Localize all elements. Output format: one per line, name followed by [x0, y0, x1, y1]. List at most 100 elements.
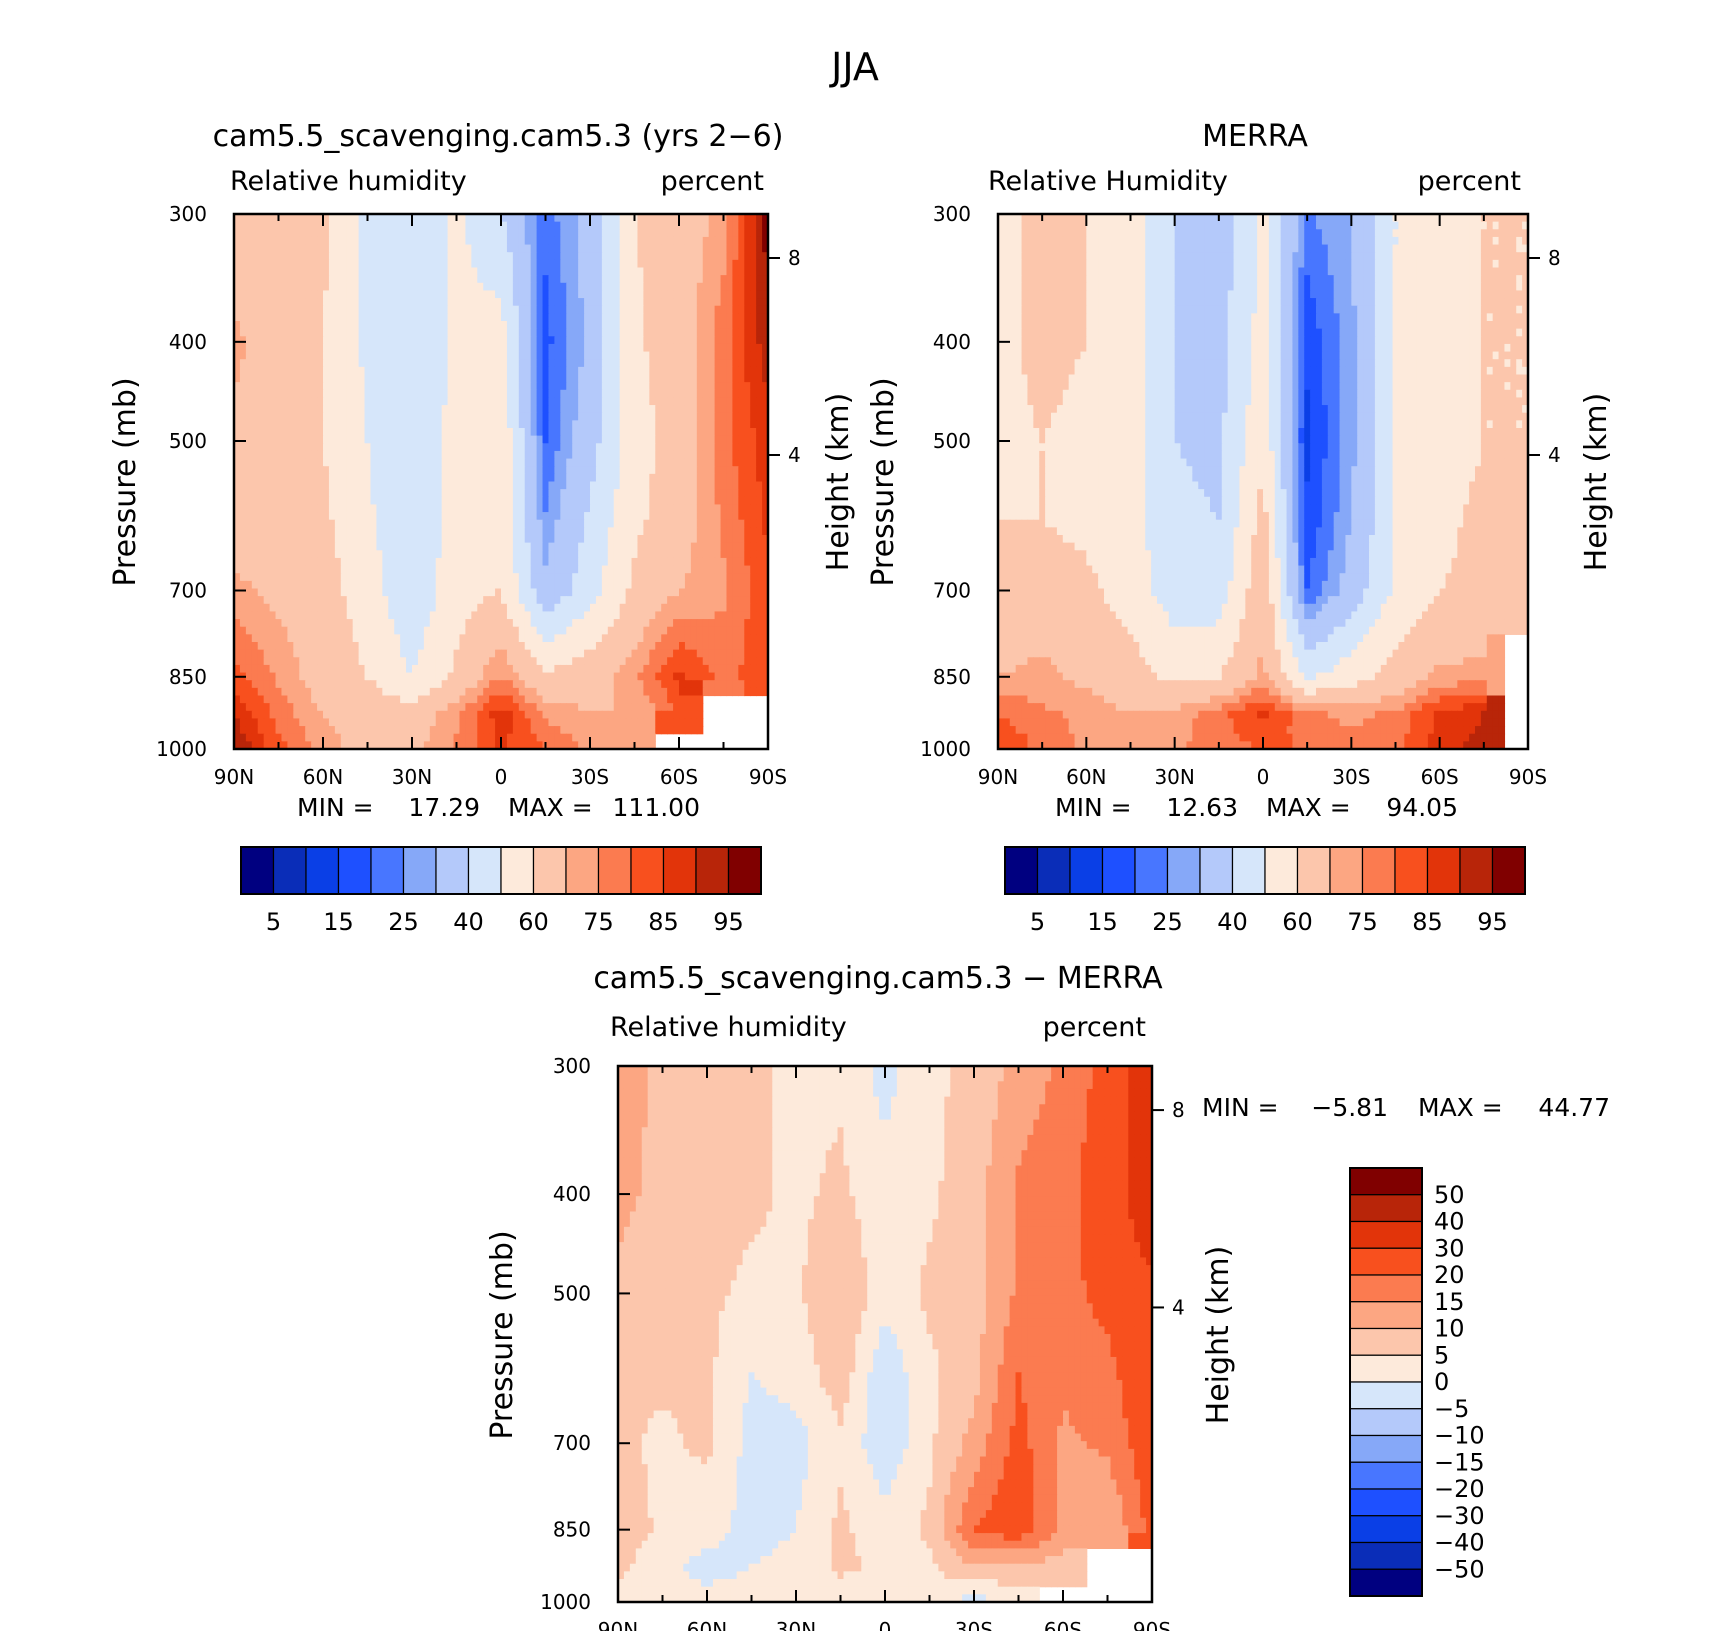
contour-cell: [388, 481, 395, 490]
contour-cell: [738, 481, 745, 490]
contour-cell: [702, 473, 710, 483]
contour-cell: [601, 313, 609, 322]
contour-cell: [572, 588, 579, 597]
contour-cell: [471, 588, 478, 597]
contour-cell: [453, 236, 461, 246]
contour-cell: [370, 542, 377, 551]
contour-cell: [340, 412, 348, 421]
contour-cell: [726, 405, 733, 414]
contour-cell: [287, 214, 294, 223]
contour-cell: [275, 336, 283, 345]
contour-cell: [548, 252, 555, 261]
contour-cell: [708, 275, 716, 284]
contour-cell: [447, 389, 455, 399]
contour-cell: [364, 573, 372, 582]
contour-cell: [506, 229, 514, 238]
contour-cell: [435, 435, 443, 444]
contour-cell: [601, 443, 609, 452]
contour-cell: [607, 359, 615, 368]
contour-cell: [726, 244, 733, 253]
contour-cell: [613, 481, 621, 490]
contour-cell: [512, 244, 520, 253]
contour-cell: [661, 252, 668, 261]
contour-cell: [435, 366, 443, 376]
contour-cell: [762, 267, 769, 276]
contour-cell: [358, 267, 366, 276]
contour-cell: [518, 321, 526, 330]
contour-cell: [239, 450, 247, 460]
contour-cell: [429, 236, 437, 246]
contour-cell: [584, 267, 591, 276]
contour-cell: [560, 596, 567, 605]
contour-cell: [459, 489, 466, 498]
contour-cell: [483, 405, 490, 414]
contour-cell: [239, 244, 247, 253]
contour-cell: [572, 481, 579, 490]
contour-cell: [234, 489, 241, 498]
contour-cell: [382, 435, 389, 444]
contour-cell: [649, 236, 656, 246]
contour-cell: [376, 351, 383, 360]
contour-cell: [382, 450, 389, 460]
contour-cell: [340, 542, 348, 551]
contour-cell: [287, 259, 294, 269]
contour-cell: [317, 328, 324, 337]
contour-cell: [690, 229, 698, 238]
panel-model-variable: Relative humidity: [230, 166, 467, 197]
contour-cell: [364, 359, 372, 368]
contour-cell: [607, 374, 615, 383]
contour-cell: [572, 420, 579, 429]
contour-cell: [667, 596, 674, 605]
contour-cell: [251, 221, 259, 230]
contour-cell: [376, 420, 383, 429]
contour-cell: [489, 305, 496, 314]
contour-cell: [554, 466, 561, 475]
contour-cell: [684, 435, 692, 444]
contour-cell: [726, 321, 733, 330]
contour-cell: [435, 214, 443, 223]
contour-cell: [595, 236, 603, 246]
contour-cell: [453, 229, 461, 238]
contour-cell: [744, 542, 751, 551]
contour-cell: [311, 359, 318, 368]
contour-cell: [637, 290, 644, 299]
contour-cell: [317, 229, 324, 238]
contour-cell: [536, 458, 544, 467]
contour-cell: [245, 527, 253, 536]
contour-cell: [376, 282, 383, 292]
contour-cell: [560, 428, 567, 437]
contour-cell: [376, 450, 383, 460]
contour-cell: [714, 221, 722, 230]
contour-cell: [394, 374, 401, 383]
contour-cell: [346, 405, 354, 414]
contour-cell: [251, 542, 259, 551]
contour-cell: [423, 328, 431, 337]
contour-cell: [738, 512, 745, 521]
contour-cell: [364, 496, 372, 506]
contour-cell: [690, 550, 698, 559]
contour-cell: [287, 450, 294, 460]
contour-cell: [275, 305, 283, 314]
contour-cell: [287, 557, 294, 567]
contour-cell: [655, 244, 662, 253]
contour-cell: [340, 634, 348, 643]
contour-cell: [412, 580, 419, 590]
contour-cell: [483, 496, 490, 506]
contour-cell: [649, 366, 656, 376]
contour-cell: [673, 603, 680, 613]
contour-cell: [358, 259, 366, 269]
contour-cell: [554, 366, 561, 376]
contour-cell: [483, 466, 490, 475]
contour-cell: [595, 619, 603, 628]
contour-cell: [370, 504, 377, 513]
contour-cell: [524, 611, 532, 620]
contour-cell: [323, 565, 330, 574]
contour-cell: [649, 229, 656, 238]
contour-cell: [566, 527, 573, 536]
contour-cell: [560, 473, 567, 483]
contour-cell: [275, 527, 283, 536]
contour-cell: [311, 473, 318, 483]
contour-cell: [518, 588, 526, 597]
contour-cell: [720, 489, 728, 498]
contour-cell: [447, 351, 455, 360]
